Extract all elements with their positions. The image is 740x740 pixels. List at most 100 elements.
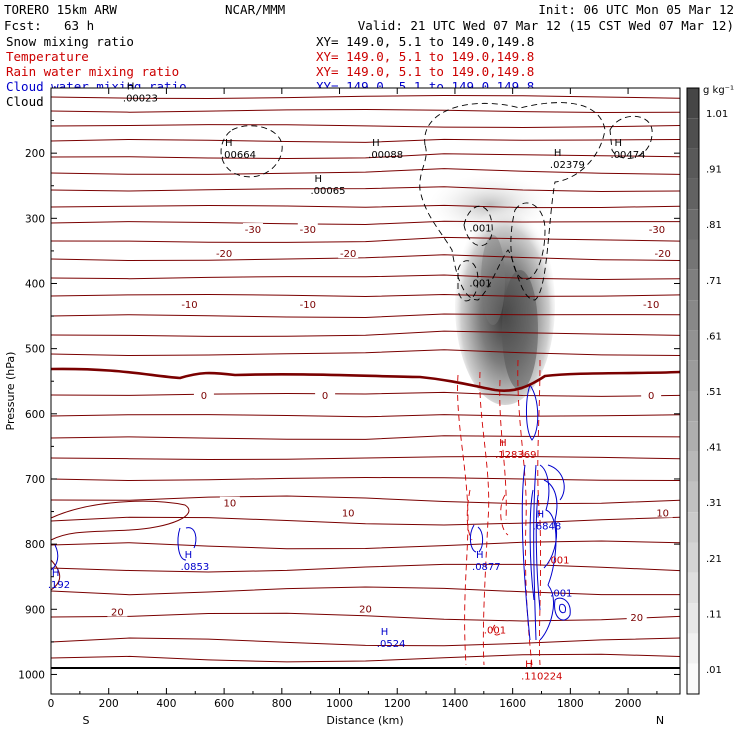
y-tick-label: 600 <box>25 409 45 421</box>
colorbar-swatch <box>687 330 699 361</box>
maximum-value: .00023 <box>123 93 158 104</box>
label-bg <box>107 605 128 617</box>
colorbar: .01 .11 .21 .31 .41 .51 .61 .71 .81 .91 1.01 <box>686 87 728 695</box>
colorbar-swatch <box>687 391 699 422</box>
maximum-value: .0853 <box>181 562 210 573</box>
isotherm-line <box>50 220 681 226</box>
legend-name: Temperature <box>6 49 89 64</box>
contour-label: .001 <box>550 588 572 599</box>
label-bg <box>297 297 318 309</box>
label-bg <box>315 389 336 401</box>
x-tick-label: 1600 <box>499 698 526 710</box>
maximum-marker: H <box>372 138 380 149</box>
temperature-label: -30 <box>300 225 316 236</box>
colorbar-swatch <box>687 178 699 210</box>
label-bg <box>297 223 318 235</box>
maximum-marker: H <box>537 510 545 521</box>
colorbar-swatch <box>687 633 699 664</box>
colorbar-label: .01 <box>706 665 722 676</box>
init-time: Init: 06 UTC Mon 05 Mar 12 <box>538 2 734 17</box>
maximum-marker: H <box>476 550 484 561</box>
x-tick-label: 400 <box>156 698 176 710</box>
y-tick-label: 800 <box>25 539 45 551</box>
header: TORERO 15km ARW NCAR/MMM Init: 06 UTC Mo… <box>4 2 734 33</box>
colorbar-label: .41 <box>706 443 722 454</box>
isotherm-line <box>50 293 681 298</box>
isotherm-line <box>50 254 681 262</box>
colorbar-label: .71 <box>706 276 722 287</box>
colorbar-swatch <box>687 512 699 543</box>
maximum-marker: H <box>225 138 233 149</box>
temperature-label: 0 <box>648 391 654 402</box>
label-bg <box>355 602 376 614</box>
label-bg <box>242 223 263 235</box>
maximum-marker: H <box>499 438 507 449</box>
label-bg <box>652 247 673 259</box>
colorbar-label: .81 <box>706 220 722 231</box>
colorbar-label: .21 <box>706 554 722 565</box>
colorbar-swatch <box>687 209 699 240</box>
label-bg <box>219 496 240 508</box>
isotherm-line <box>50 124 681 129</box>
maximum-value: .00474 <box>611 150 646 161</box>
x-tick-label: 200 <box>99 698 119 710</box>
isotherm-line <box>50 563 681 573</box>
colorbar-label: .31 <box>706 498 722 509</box>
isotherm-line <box>50 495 681 505</box>
temperature-label: -20 <box>340 249 356 260</box>
colorbar-swatch <box>687 421 699 452</box>
isotherm-line <box>50 540 681 550</box>
isotherm-line <box>50 153 681 160</box>
colorbar-swatch <box>687 360 699 391</box>
maximum-value: .0524 <box>377 639 406 650</box>
maximum-marker: H <box>525 659 533 670</box>
maximum-value: .110224 <box>521 671 562 682</box>
colorbar-swatch <box>687 663 699 694</box>
x-tick-label: 0 <box>48 698 55 710</box>
y-tick-label: 300 <box>25 213 45 225</box>
org-name: NCAR/MMM <box>225 2 285 17</box>
temperature-label: -30 <box>245 225 261 236</box>
maximum-marker: H <box>381 627 389 638</box>
temperature-label: 0 <box>201 391 207 402</box>
forecast-hours: 63 h <box>64 18 94 33</box>
label-bg <box>214 247 235 259</box>
label-bg <box>338 506 359 518</box>
x-tick-label: 800 <box>272 698 292 710</box>
colorbar-swatch <box>687 300 699 331</box>
label-bg <box>641 297 662 309</box>
isotherm-line <box>50 586 680 596</box>
maximum-value: .128369 <box>495 450 536 461</box>
snow-shading <box>430 175 555 405</box>
label-bg <box>641 389 662 401</box>
maximum-value: .0877 <box>472 562 501 573</box>
x-tick-label: 1200 <box>384 698 411 710</box>
temperature-label: 10 <box>224 499 237 510</box>
temperature-label: 0 <box>322 391 328 402</box>
isotherm-line <box>50 108 681 114</box>
colorbar-swatch <box>687 239 699 270</box>
isotherm-line <box>50 186 681 193</box>
legend-xy: XY= 149.0, 5.1 to 149.0,149.8 <box>316 64 534 79</box>
colorbar-swatch <box>687 603 699 634</box>
y-tick-label: 200 <box>25 148 45 160</box>
maximum-value: .02379 <box>550 160 585 171</box>
colorbar-swatch <box>687 451 699 482</box>
cloud-ice-contours <box>220 102 653 302</box>
temperature-label: -30 <box>649 225 665 236</box>
isotherm-line <box>50 391 681 397</box>
x-tick-label: 600 <box>214 698 234 710</box>
isotherm-line <box>50 138 681 143</box>
temperature-label: 20 <box>630 613 643 624</box>
colorbar-swatch <box>687 269 699 301</box>
forecast-label: Fcst: <box>4 18 42 33</box>
temperature-label: 20 <box>111 608 124 619</box>
maximum-marker: H <box>127 81 135 92</box>
maximum-value: .00088 <box>368 150 403 161</box>
valid-time: Valid: 21 UTC Wed 07 Mar 12 (15 CST Wed … <box>358 18 734 33</box>
maximum-value: .00664 <box>221 150 256 161</box>
contour-label: .001 <box>469 279 491 290</box>
y-tick-label: 900 <box>25 604 45 616</box>
maximum-marker: H <box>554 148 562 159</box>
isotherm-line <box>50 94 681 100</box>
